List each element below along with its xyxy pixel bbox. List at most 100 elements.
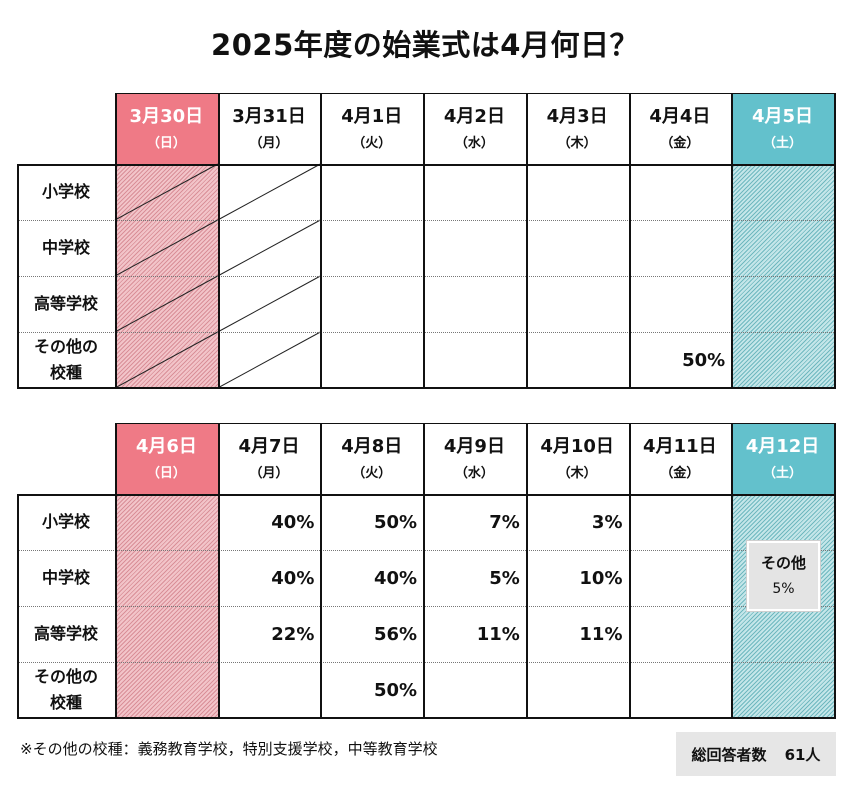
date-header: 4月8日 （火） <box>320 423 423 494</box>
school-type-label-line: 小学校 <box>41 512 90 531</box>
date-label: 4月1日 <box>341 105 403 127</box>
percentage-value: 22% <box>271 623 315 645</box>
column-divider <box>320 423 323 719</box>
row-divider <box>17 332 834 333</box>
column-divider <box>628 93 631 389</box>
date-label: 3月31日 <box>232 105 306 127</box>
day-of-week-label: （金） <box>660 135 700 151</box>
column-divider <box>833 423 836 719</box>
percentage-value: 40% <box>271 567 315 589</box>
date-label: 4月2日 <box>443 105 505 127</box>
column-divider <box>628 423 631 719</box>
header-bottom-border <box>17 494 834 496</box>
saturday-other-value: 5% <box>772 581 795 597</box>
row-divider <box>17 606 834 607</box>
table-bottom-border <box>17 717 834 719</box>
date-header: 4月5日 （土） <box>731 93 834 164</box>
school-type-label-line: 小学校 <box>41 182 90 201</box>
school-type-label-line: 高等学校 <box>33 294 98 313</box>
column-divider <box>731 423 734 719</box>
day-of-week-label: （月） <box>249 465 289 481</box>
school-type-label-line: 高等学校 <box>33 624 98 643</box>
table-left-border <box>17 164 19 389</box>
day-of-week-label: （木） <box>557 135 597 151</box>
school-type-label: 小学校 <box>17 494 115 550</box>
date-header: 3月31日 （月） <box>218 93 321 164</box>
percentage-value: 50% <box>682 349 726 371</box>
day-of-week-label: （土） <box>763 465 803 481</box>
date-label: 4月11日 <box>643 435 717 457</box>
date-header: 4月10日 （木） <box>526 423 629 494</box>
day-of-week-label: （日） <box>146 135 186 151</box>
column-divider <box>423 423 426 719</box>
school-type-label-line: 中学校 <box>41 568 90 587</box>
day-of-week-label: （木） <box>557 465 597 481</box>
date-header: 4月9日 （水） <box>423 423 526 494</box>
column-divider <box>217 423 220 719</box>
percentage-value: 56% <box>373 623 418 645</box>
column-divider <box>423 93 426 389</box>
percentage-value: 3% <box>591 511 623 533</box>
header-top-border <box>115 93 834 94</box>
date-header: 3月30日 （日） <box>115 93 218 164</box>
header-top-border <box>115 423 834 424</box>
column-divider <box>731 93 734 389</box>
day-of-week-label: （火） <box>352 135 392 151</box>
date-label: 4月12日 <box>745 435 820 457</box>
table-bottom-border <box>17 387 834 389</box>
school-type-label: 高等学校 <box>17 606 115 662</box>
percentage-value: 40% <box>373 567 418 589</box>
date-label: 3月30日 <box>129 105 204 127</box>
date-header: 4月2日 （水） <box>423 93 526 164</box>
percentage-value: 11% <box>476 623 520 645</box>
date-header: 4月3日 （木） <box>526 93 629 164</box>
footnote: ※その他の校種：義務教育学校，特別支援学校，中等教育学校 <box>20 740 438 758</box>
school-type-label: 小学校 <box>17 164 115 220</box>
diagonal-strike <box>217 331 321 388</box>
column-divider <box>115 93 117 389</box>
school-type-label-line: その他の <box>33 337 98 356</box>
school-type-label: 高等学校 <box>17 276 115 332</box>
row-divider <box>17 550 834 551</box>
saturday-other-label: その他 <box>760 554 806 572</box>
date-label: 4月10日 <box>540 435 614 457</box>
school-type-label: その他の 校種 <box>17 332 115 388</box>
diagonal-strike <box>217 163 321 221</box>
school-type-label: 中学校 <box>17 220 115 276</box>
day-of-week-label: （水） <box>454 465 494 481</box>
chart-title: 2025年度の始業式は4月何日？ <box>211 28 639 62</box>
day-of-week-label: （土） <box>763 135 803 151</box>
day-of-week-label: （金） <box>660 465 700 481</box>
date-header: 4月6日 （日） <box>115 423 218 494</box>
school-type-label-line: 中学校 <box>41 238 90 257</box>
diagonal-strike <box>217 219 321 277</box>
school-type-label: その他の 校種 <box>17 662 115 718</box>
day-of-week-label: （日） <box>146 465 186 481</box>
row-divider <box>17 220 834 221</box>
column-divider <box>217 93 220 389</box>
column-divider <box>320 93 323 389</box>
row-divider <box>17 276 834 277</box>
column-divider <box>115 423 117 719</box>
school-type-label-line: 校種 <box>49 363 82 382</box>
school-type-label-line: その他の <box>33 667 98 686</box>
day-of-week-label: （水） <box>454 135 494 151</box>
percentage-value: 50% <box>373 511 418 533</box>
date-label: 4月9日 <box>443 435 505 457</box>
saturday-other-note: その他 5% <box>746 540 821 612</box>
diagonal-strike <box>217 275 321 333</box>
percentage-value: 10% <box>579 567 623 589</box>
header-bottom-border <box>17 164 834 166</box>
school-type-label: 中学校 <box>17 550 115 606</box>
total-value: 61人 <box>784 745 821 764</box>
percentage-value: 40% <box>271 511 315 533</box>
day-of-week-label: （月） <box>249 135 289 151</box>
date-label: 4月8日 <box>341 435 403 457</box>
total-respondents: 総回答者数 61人 <box>676 732 836 776</box>
table-left-border <box>17 494 19 719</box>
column-divider <box>525 423 528 719</box>
date-label: 4月4日 <box>649 105 711 127</box>
date-label: 4月6日 <box>135 435 197 457</box>
date-label: 4月5日 <box>752 105 814 127</box>
column-divider <box>833 93 836 389</box>
